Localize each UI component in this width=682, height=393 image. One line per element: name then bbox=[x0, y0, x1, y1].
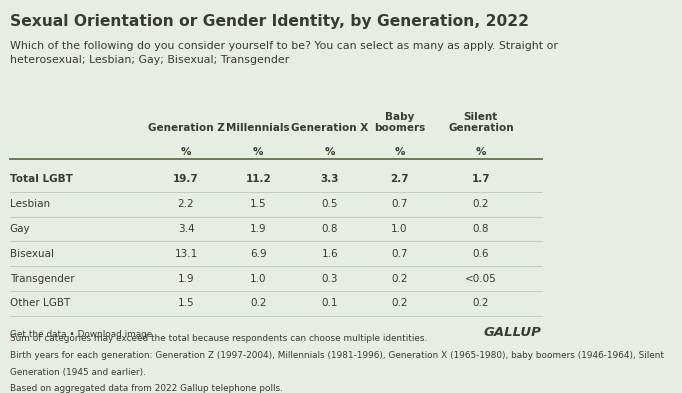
Text: 1.5: 1.5 bbox=[250, 199, 267, 209]
Text: Sum of categories may exceed the total because respondents can choose multiple i: Sum of categories may exceed the total b… bbox=[10, 334, 427, 343]
Text: 0.2: 0.2 bbox=[250, 298, 267, 309]
Text: %: % bbox=[253, 147, 263, 156]
Text: 1.0: 1.0 bbox=[391, 224, 408, 234]
Text: 0.2: 0.2 bbox=[391, 274, 408, 284]
Text: Lesbian: Lesbian bbox=[10, 199, 50, 209]
Text: 0.2: 0.2 bbox=[391, 298, 408, 309]
Text: 2.2: 2.2 bbox=[178, 199, 194, 209]
Text: Sexual Orientation or Gender Identity, by Generation, 2022: Sexual Orientation or Gender Identity, b… bbox=[10, 14, 529, 29]
Text: 11.2: 11.2 bbox=[246, 174, 271, 184]
Text: Bisexual: Bisexual bbox=[10, 249, 54, 259]
Text: 13.1: 13.1 bbox=[175, 249, 198, 259]
Text: 0.5: 0.5 bbox=[322, 199, 338, 209]
Text: Other LGBT: Other LGBT bbox=[10, 298, 70, 309]
Text: 1.5: 1.5 bbox=[178, 298, 194, 309]
Text: Gay: Gay bbox=[10, 224, 30, 234]
Text: Generation X: Generation X bbox=[291, 123, 368, 134]
Text: 6.9: 6.9 bbox=[250, 249, 267, 259]
Text: %: % bbox=[325, 147, 335, 156]
Text: %: % bbox=[181, 147, 191, 156]
Text: 2.7: 2.7 bbox=[390, 174, 409, 184]
Text: Silent
Generation: Silent Generation bbox=[448, 112, 514, 134]
Text: 19.7: 19.7 bbox=[173, 174, 199, 184]
Text: Transgender: Transgender bbox=[10, 274, 74, 284]
Text: 0.8: 0.8 bbox=[473, 224, 489, 234]
Text: 0.7: 0.7 bbox=[391, 199, 408, 209]
Text: Which of the following do you consider yourself to be? You can select as many as: Which of the following do you consider y… bbox=[10, 41, 558, 66]
Text: Generation Z: Generation Z bbox=[147, 123, 224, 134]
Text: %: % bbox=[394, 147, 404, 156]
Text: Total LGBT: Total LGBT bbox=[10, 174, 72, 184]
Text: Get the data • Download image: Get the data • Download image bbox=[10, 330, 152, 339]
Text: 0.7: 0.7 bbox=[391, 249, 408, 259]
Text: 3.4: 3.4 bbox=[178, 224, 194, 234]
Text: 0.2: 0.2 bbox=[473, 199, 489, 209]
Text: 1.0: 1.0 bbox=[250, 274, 267, 284]
Text: 3.3: 3.3 bbox=[321, 174, 339, 184]
Text: 0.1: 0.1 bbox=[322, 298, 338, 309]
Text: 1.6: 1.6 bbox=[322, 249, 338, 259]
Text: 1.9: 1.9 bbox=[250, 224, 267, 234]
Text: 1.9: 1.9 bbox=[178, 274, 194, 284]
Text: 0.8: 0.8 bbox=[322, 224, 338, 234]
Text: 0.3: 0.3 bbox=[322, 274, 338, 284]
Text: GALLUP: GALLUP bbox=[484, 326, 542, 339]
Text: <0.05: <0.05 bbox=[465, 274, 496, 284]
Text: Generation (1945 and earlier).: Generation (1945 and earlier). bbox=[10, 367, 145, 376]
Text: Millennials: Millennials bbox=[226, 123, 290, 134]
Text: Baby
boomers: Baby boomers bbox=[374, 112, 425, 134]
Text: 1.7: 1.7 bbox=[471, 174, 490, 184]
Text: %: % bbox=[475, 147, 486, 156]
Text: 0.6: 0.6 bbox=[473, 249, 489, 259]
Text: Birth years for each generation: Generation Z (1997-2004), Millennials (1981-199: Birth years for each generation: Generat… bbox=[10, 351, 664, 360]
Text: Based on aggregated data from 2022 Gallup telephone polls.: Based on aggregated data from 2022 Gallu… bbox=[10, 384, 282, 393]
Text: 0.2: 0.2 bbox=[473, 298, 489, 309]
